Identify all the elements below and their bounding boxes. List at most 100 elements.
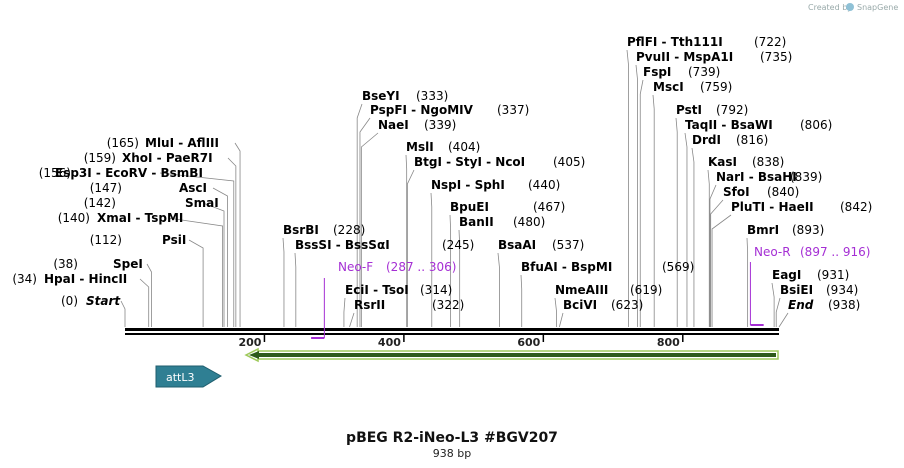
site-line (778, 312, 789, 328)
site-position: (931) (817, 268, 849, 282)
site-position: (339) (424, 118, 456, 132)
enzyme-label[interactable]: RsrII (354, 298, 385, 312)
site-line (359, 117, 371, 327)
site-line (349, 312, 355, 328)
site-position: (792) (716, 103, 748, 117)
enzyme-label[interactable]: PluTI - HaeII (731, 200, 814, 214)
credit-prefix: Created by (808, 3, 852, 12)
site-line (405, 154, 408, 327)
primer-range: (287 .. 306) (386, 260, 456, 274)
enzyme-label[interactable]: BsrBI (283, 223, 319, 237)
enzyme-label[interactable]: NarI - BsaHI (716, 170, 797, 184)
site-line (188, 239, 204, 327)
enzyme-label[interactable]: PvuII - MspA1I (636, 50, 733, 64)
enzyme-label[interactable]: NspI - SphI (431, 178, 505, 192)
enzyme-label[interactable]: HpaI - HincII (44, 272, 127, 286)
site-position: (480) (513, 215, 545, 229)
site-line (449, 214, 452, 327)
site-line (684, 132, 688, 327)
site-position: (838) (752, 155, 784, 169)
enzyme-label[interactable]: BmrI (747, 223, 779, 237)
site-position: (112) (90, 233, 122, 247)
site-line (626, 49, 629, 327)
site-line (234, 142, 241, 327)
enzyme-label[interactable]: EagI (772, 268, 801, 282)
site-position: (537) (552, 238, 584, 252)
enzyme-label[interactable]: KasI (708, 155, 737, 169)
feature-attL3-arrow[interactable]: attL3 (155, 365, 222, 388)
site-position: (623) (611, 298, 643, 312)
site-line (746, 237, 749, 327)
site-line (294, 252, 297, 327)
enzyme-label[interactable]: PstI (676, 103, 702, 117)
credit-brand: SnapGene (857, 3, 898, 12)
site-line (159, 172, 235, 327)
enzyme-label[interactable]: FspI (643, 65, 671, 79)
enzyme-label[interactable]: MslI (406, 140, 434, 154)
enzyme-label[interactable]: SpeI (113, 257, 143, 271)
ruler-ticks: 200 400 600 800 (238, 335, 684, 349)
site-line (167, 217, 224, 327)
enzyme-label[interactable]: BpuEI (450, 200, 489, 214)
site-position: (934) (826, 283, 858, 297)
enzyme-label[interactable]: BssSI - BssSαI (295, 238, 390, 252)
enzyme-label[interactable]: PflFI - Tth111I (627, 35, 723, 49)
site-labels: (165) MluI - AflIII (159) XhoI - PaeR7I (156… (12, 35, 872, 312)
primer-range: (897 .. 916) (800, 245, 870, 259)
enzyme-label[interactable]: Start (86, 294, 121, 308)
site-line (775, 297, 781, 327)
site-line (120, 300, 126, 327)
enzyme-label[interactable]: XhoI - PaeR7I (122, 151, 213, 165)
enzyme-label[interactable]: Esp3I - EcoRV - BsmBI (55, 166, 203, 180)
enzyme-label[interactable]: MscI (653, 80, 684, 94)
site-line (430, 192, 433, 327)
enzyme-label[interactable]: MluI - AflIII (145, 136, 219, 150)
enzyme-label[interactable]: End (788, 298, 814, 312)
feature-bar[interactable] (244, 347, 779, 363)
site-position: (806) (800, 118, 832, 132)
enzyme-label[interactable]: BanII (459, 215, 494, 229)
site-line (675, 117, 678, 327)
enzyme-label[interactable]: XmaI - TspMI (97, 211, 183, 225)
primer-label[interactable]: Neo-F (338, 260, 373, 274)
enzyme-label[interactable]: BsiEI (780, 283, 813, 297)
enzyme-label[interactable]: SfoI (723, 185, 750, 199)
site-line (710, 199, 724, 327)
site-position: (159) (84, 151, 116, 165)
enzyme-label[interactable]: BseYI (362, 89, 400, 103)
enzyme-label[interactable]: TaqII - BsaWI (685, 118, 773, 132)
primers: Neo-F (287 .. 306) Neo-R (897 .. 916) (311, 245, 870, 339)
enzyme-label[interactable]: PsiI (162, 233, 186, 247)
enzyme-label[interactable]: DrdI (692, 133, 721, 147)
primer-label[interactable]: Neo-R (754, 245, 791, 259)
ruler-tick-label: 200 (238, 336, 261, 349)
site-line (458, 229, 461, 327)
site-line (356, 103, 363, 327)
backbone-top-strand (125, 328, 779, 331)
enzyme-label[interactable]: BciVI (563, 298, 597, 312)
enzyme-label[interactable]: AscI (179, 181, 207, 195)
site-position: (739) (688, 65, 720, 79)
site-position: (722) (754, 35, 786, 49)
enzyme-label[interactable]: EciI - TsoI (345, 283, 409, 297)
site-position: (337) (497, 103, 529, 117)
site-position: (165) (107, 136, 139, 150)
enzyme-label[interactable]: BsaAI (498, 238, 536, 252)
site-line (202, 202, 225, 327)
enzyme-label[interactable]: NaeI (378, 118, 409, 132)
enzyme-label[interactable]: PspFI - NgoMIV (370, 103, 474, 117)
map-length: 938 bp (433, 447, 471, 460)
enzyme-label[interactable]: SmaI (185, 196, 219, 210)
site-line (709, 184, 717, 327)
site-line (707, 169, 710, 327)
site-position: (140) (58, 211, 90, 225)
site-position: (333) (416, 89, 448, 103)
site-line (635, 64, 638, 327)
enzyme-label[interactable]: BfuAI - BspMI (521, 260, 612, 274)
enzyme-label[interactable]: BtgI - StyI - NcoI (414, 155, 525, 169)
site-line (520, 274, 523, 327)
site-line (282, 237, 285, 327)
site-position: (893) (792, 223, 824, 237)
enzyme-label[interactable]: NmeAIII (555, 283, 608, 297)
site-line (227, 157, 237, 327)
